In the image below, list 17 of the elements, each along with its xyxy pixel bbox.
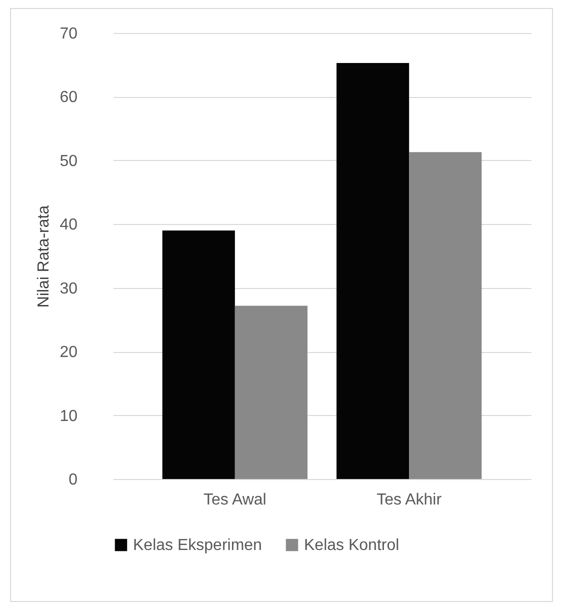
legend-label: Kelas Eksperimen	[133, 537, 262, 554]
y-tick-label: 40	[60, 216, 78, 234]
x-tick-label: Tes Awal	[203, 492, 266, 508]
legend-label: Kelas Kontrol	[304, 537, 400, 554]
bar	[162, 230, 235, 479]
y-tick-label: 20	[60, 344, 78, 362]
y-axis-title: Nilai Rata-rata	[36, 205, 53, 308]
y-tick-label: 60	[60, 89, 78, 106]
y-tick-label: 10	[60, 408, 78, 425]
bar	[234, 306, 308, 479]
y-tick-label: 70	[60, 26, 78, 42]
y-tick-label: 30	[60, 280, 78, 298]
y-tick-label: 0	[68, 472, 78, 488]
x-tick-label: Tes Akhir	[376, 492, 442, 508]
y-tick-label: 50	[60, 152, 78, 170]
bar	[409, 152, 482, 479]
bar	[336, 62, 410, 479]
